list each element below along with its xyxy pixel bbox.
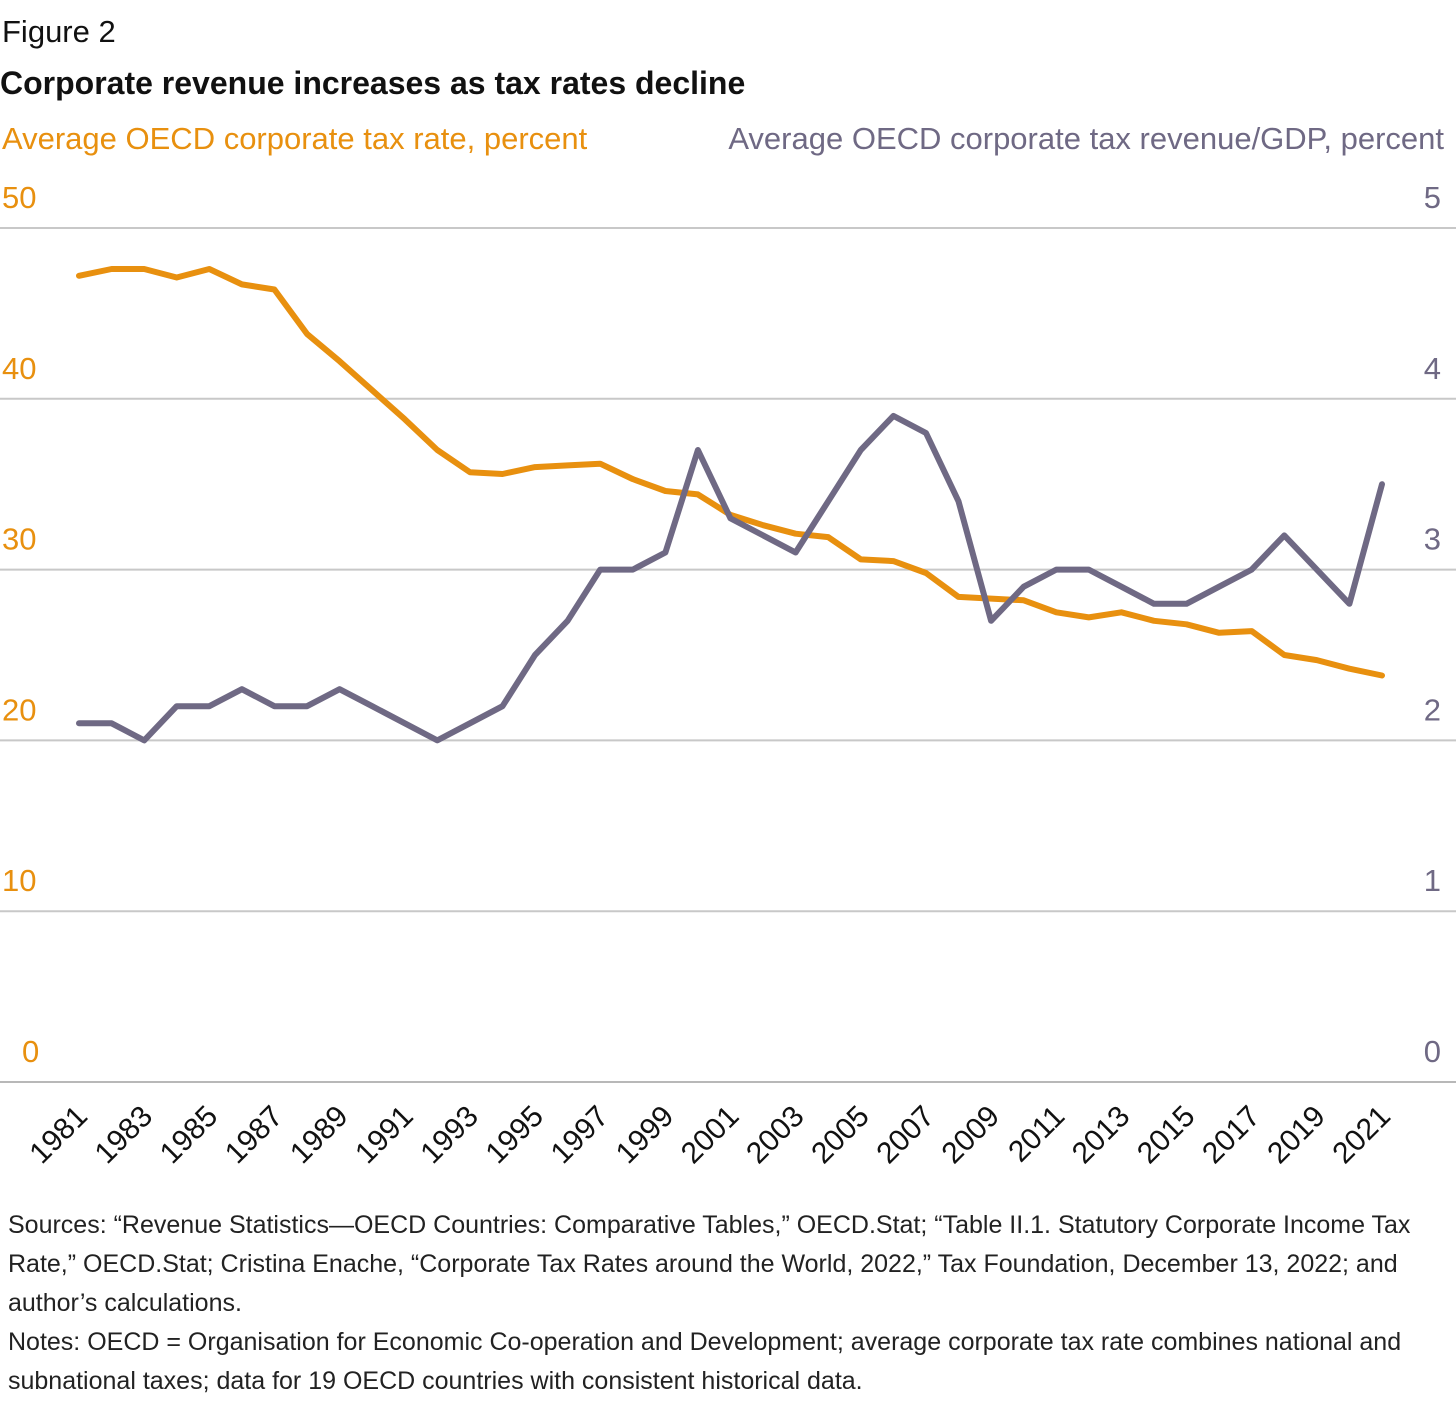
notes-text: Notes: OECD = Organisation for Economic … [8,1328,1402,1395]
x-tick-label: 2015 [1131,1100,1202,1171]
left-tick-label: 10 [2,863,36,898]
x-tick-label: 2001 [675,1100,746,1171]
series-lines [76,266,1385,744]
left-tick-label: 30 [2,522,36,557]
x-tick-label: 1991 [349,1100,420,1171]
right-tick-label: 2 [1424,692,1441,727]
x-tick-label: 2017 [1196,1100,1267,1171]
chart-title: Corporate revenue increases as tax rates… [0,65,746,101]
left-axis-title: Average OECD corporate tax rate, percent [2,121,588,156]
left-tick-label: 0 [22,1034,39,1069]
x-axis-ticks: 1981198319851987198919911993199519971999… [23,1100,1397,1171]
x-tick-label: 2013 [1066,1100,1137,1171]
x-tick-label: 1995 [479,1100,550,1171]
right-tick-label: 0 [1424,1034,1441,1069]
notes-block: Sources: “Revenue Statistics—OECD Countr… [8,1206,1428,1401]
x-tick-label: 2003 [740,1100,811,1171]
x-tick-label: 1989 [284,1100,355,1171]
right-tick-label: 5 [1424,180,1441,215]
x-tick-label: 1985 [154,1100,225,1171]
right-tick-label: 1 [1424,863,1441,898]
series-line-tax-rate [76,266,1385,679]
left-tick-label: 40 [2,351,36,386]
x-tick-label: 1983 [89,1100,160,1171]
left-tick-label: 50 [2,180,36,215]
x-tick-label: 1987 [219,1100,290,1171]
x-tick-label: 2007 [870,1100,941,1171]
right-axis-title: Average OECD corporate tax revenue/GDP, … [728,121,1444,156]
x-tick-label: 1993 [414,1100,485,1171]
x-tick-label: 2011 [1002,1100,1071,1169]
x-tick-label: 2021 [1326,1100,1397,1171]
x-tick-label: 2009 [936,1100,1007,1171]
x-tick-label: 1997 [545,1100,616,1171]
x-tick-label: 2019 [1261,1100,1332,1171]
x-tick-label: 2005 [805,1100,876,1171]
right-tick-label: 3 [1424,522,1441,557]
x-tick-label: 1981 [23,1100,94,1171]
figure-label: Figure 2 [2,14,116,49]
left-axis-ticks: 0 10 20 30 40 50 [2,180,39,1069]
left-tick-label: 20 [2,692,36,727]
gridlines [0,227,1456,1083]
sources-text: Sources: “Revenue Statistics—OECD Countr… [8,1211,1411,1317]
right-axis-ticks: 0 1 2 3 4 5 [1424,180,1441,1069]
x-tick-label: 1999 [610,1100,681,1171]
right-tick-label: 4 [1424,351,1441,386]
series-line-revenue-gdp [76,412,1385,744]
